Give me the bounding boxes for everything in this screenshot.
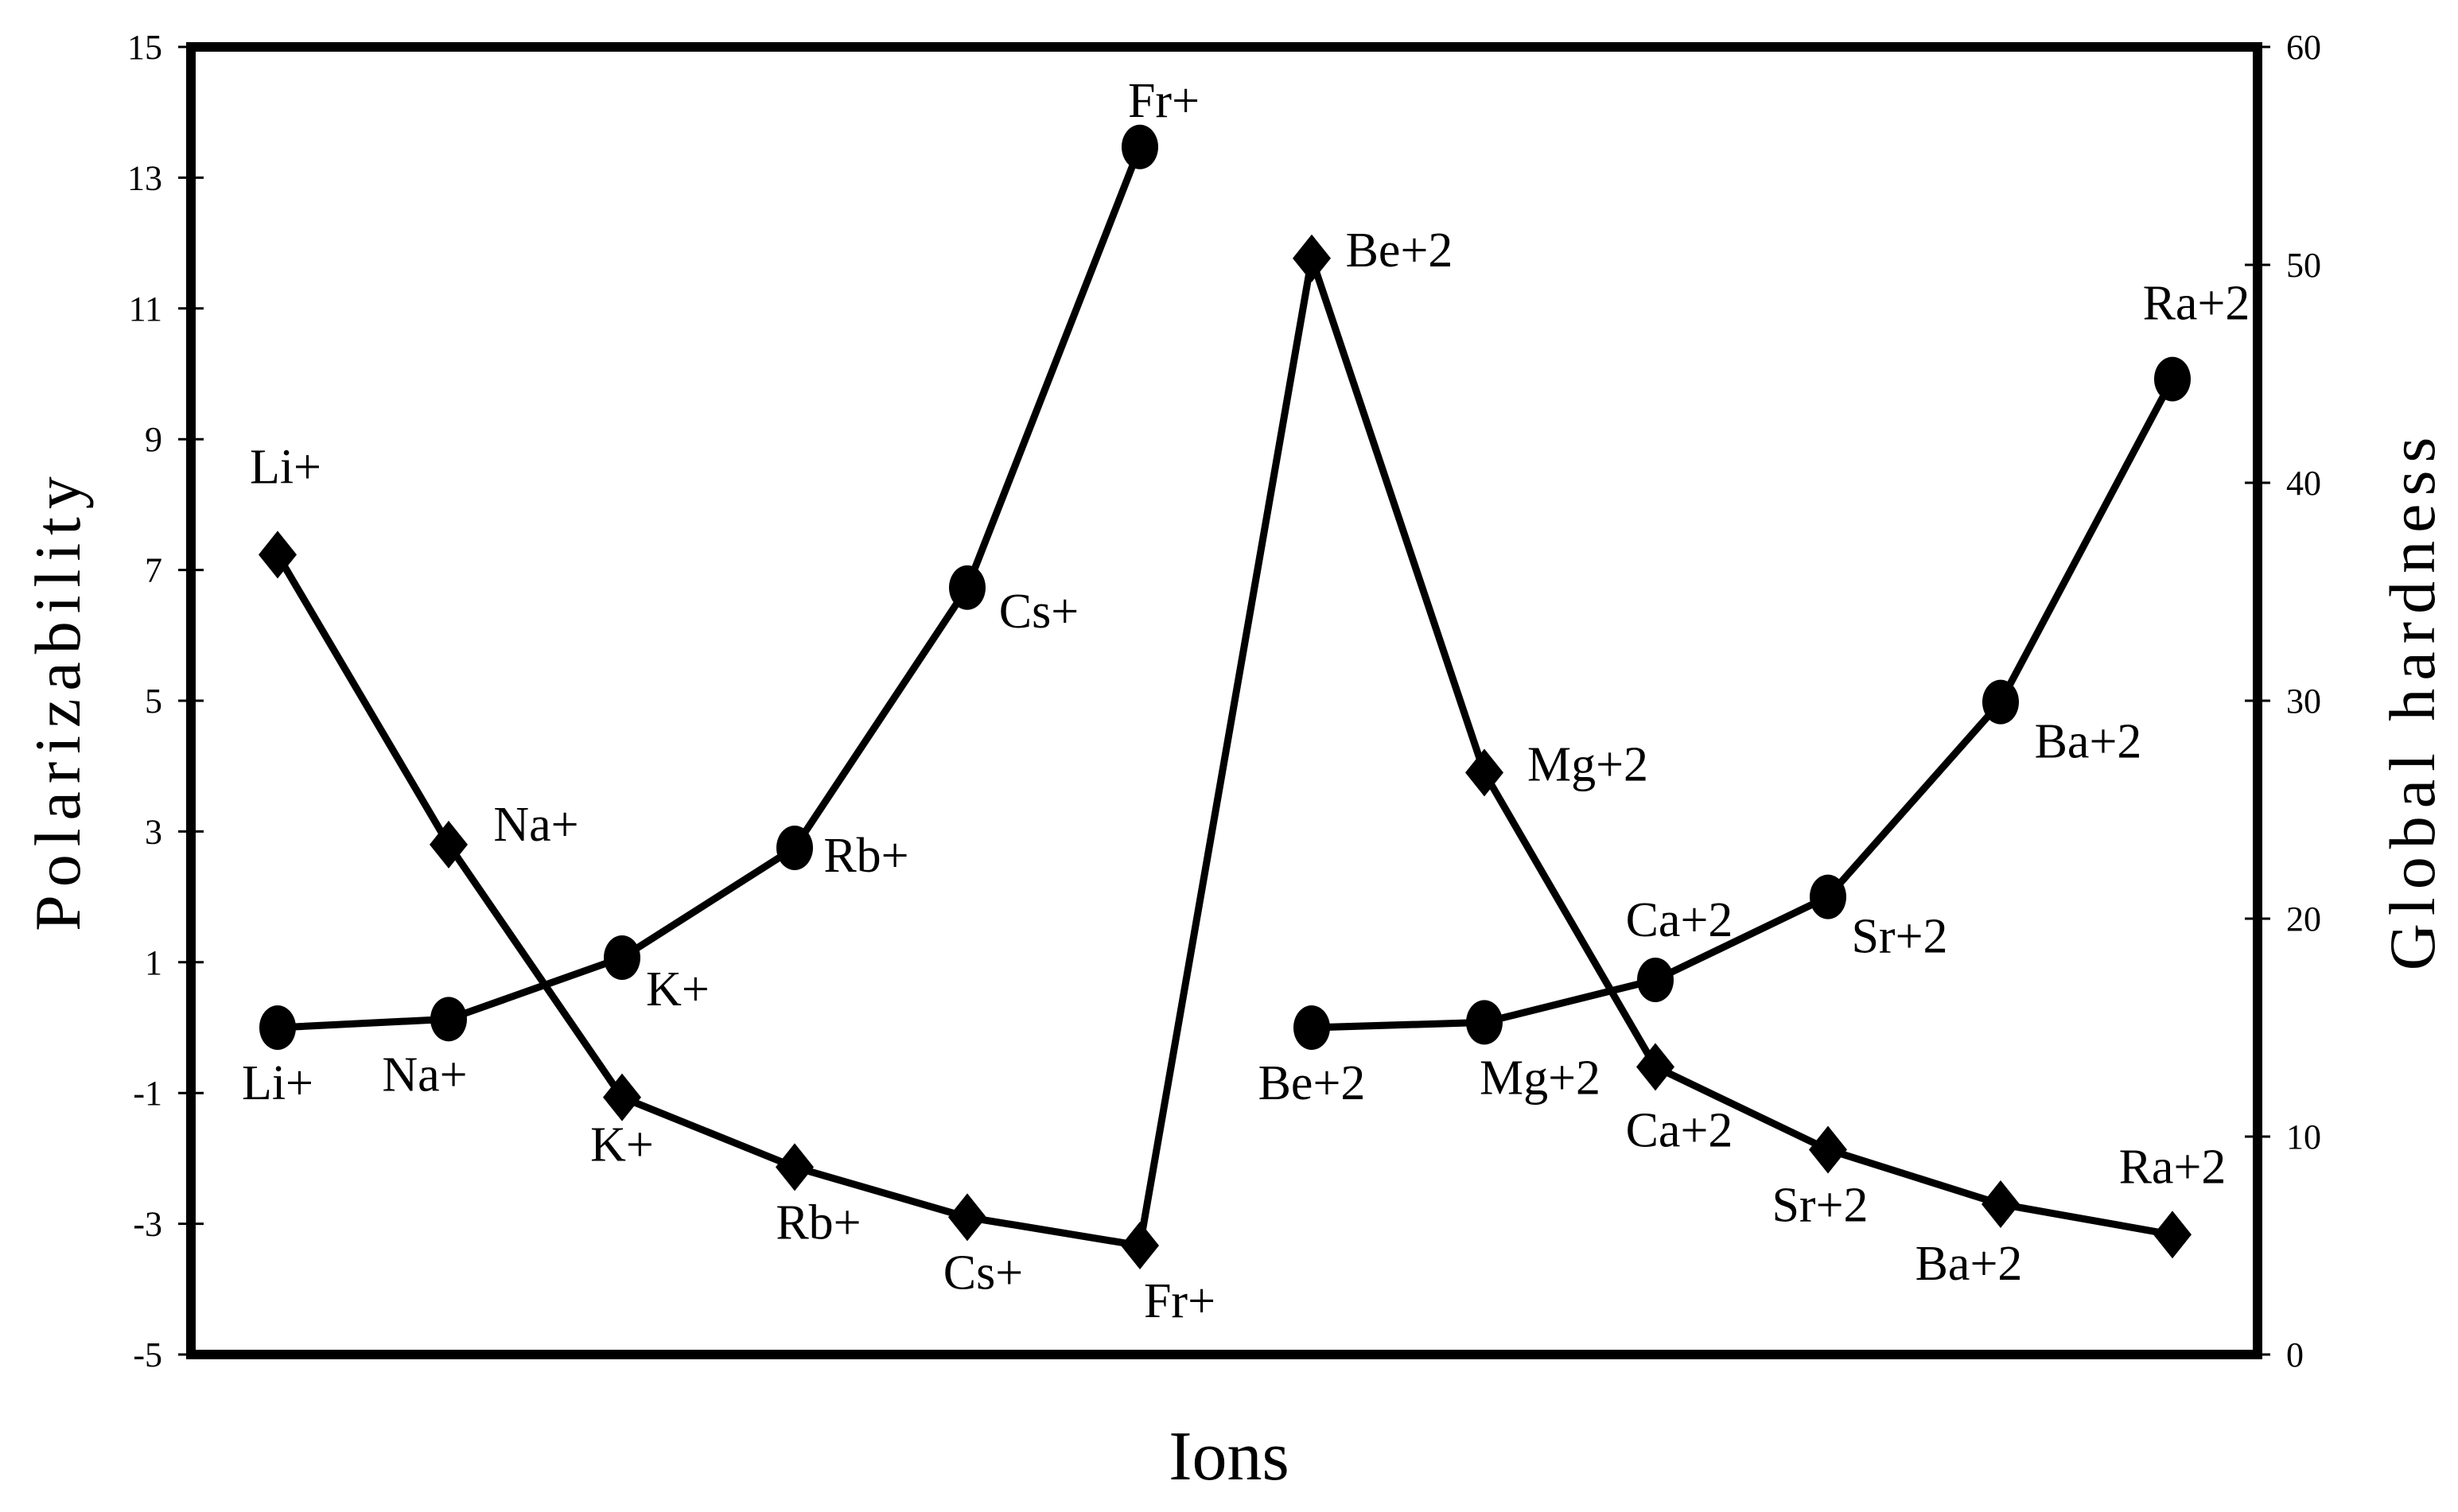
series-lines [274, 146, 2176, 1250]
point-label: Sr+2 [1772, 1178, 1868, 1232]
left-tick-label: 5 [145, 682, 162, 721]
circle-marker-icon [949, 565, 986, 610]
diamond-marker-icon [1465, 748, 1503, 797]
point-label: K+ [646, 962, 710, 1016]
left-axis-ticks: 15 13 11 9 7 5 3 1 -1 -3 -5 [127, 28, 204, 1374]
right-tick-label: 0 [2286, 1335, 2304, 1374]
left-tick-label: 7 [145, 551, 162, 590]
diamond-marker-icon [603, 1073, 641, 1121]
diamond-marker-icon [1636, 1043, 1674, 1091]
point-label: Mg+2 [1527, 737, 1648, 791]
point-label: Na+ [382, 1048, 467, 1102]
left-tick-label: -3 [133, 1205, 162, 1244]
left-tick-label: 3 [145, 812, 162, 851]
right-tick-label: 60 [2286, 28, 2321, 67]
right-tick-label: 40 [2286, 464, 2321, 503]
left-tick-label: 1 [145, 943, 162, 982]
point-label: Na+ [493, 798, 578, 852]
point-label: Ba+2 [2035, 715, 2142, 769]
diamond-marker-icon [1809, 1125, 1847, 1174]
point-label: Cs+ [943, 1246, 1023, 1300]
point-label: Ba+2 [1915, 1237, 2023, 1291]
diamond-marker-icon [1121, 1222, 1159, 1269]
point-label: Fr+ [1128, 74, 1200, 128]
point-label: Ca+2 [1626, 893, 1733, 947]
circle-marker-icon [604, 935, 640, 981]
point-label: Rb+ [823, 829, 908, 883]
right-tick-label: 10 [2286, 1117, 2321, 1156]
circle-marker-icon [1637, 957, 1674, 1002]
circle-marker-icon [1466, 1000, 1503, 1045]
point-label: Rb+ [776, 1195, 861, 1250]
polarizability-line [277, 146, 1144, 1032]
diamond-marker-icon [2153, 1211, 2192, 1259]
diamond-marker-icon [776, 1143, 814, 1191]
left-axis-title: Polarizability [21, 468, 94, 931]
circle-marker-icon [2154, 356, 2191, 402]
circle-marker-icon [259, 1005, 296, 1050]
point-label: Li+ [250, 440, 321, 494]
left-tick-label: 11 [129, 290, 162, 328]
point-label: Fr+ [1144, 1274, 1215, 1328]
right-axis-title: Global hardness [2376, 430, 2448, 971]
point-label: Li+ [242, 1056, 313, 1110]
circle-marker-icon [430, 997, 467, 1042]
point-label: K+ [590, 1118, 654, 1172]
diamond-marker-icon [1982, 1180, 2020, 1228]
series-markers [259, 124, 2192, 1269]
plot-frame [186, 42, 2262, 1359]
plot-border [186, 42, 2262, 1359]
point-label: Ca+2 [1626, 1103, 1733, 1157]
right-tick-label: 20 [2286, 900, 2321, 939]
point-label: Be+2 [1258, 1056, 1366, 1110]
diamond-marker-icon [948, 1193, 986, 1242]
polarizability-line [1311, 377, 2176, 1032]
point-label: Cs+ [999, 585, 1079, 639]
left-tick-label: 9 [145, 420, 162, 459]
point-label: Ra+2 [2119, 1140, 2227, 1194]
point-label: Ra+2 [2143, 277, 2250, 331]
left-tick-label: 15 [127, 28, 162, 67]
circle-marker-icon [776, 825, 813, 870]
left-tick-label: -5 [133, 1335, 162, 1374]
global-hardness-line [274, 255, 2173, 1250]
point-labels: Li+ Na+ K+ Rb+ Cs+ Fr+ Be+2 Mg+2 Ca+2 Sr+2 Ba+2 Ra+… [242, 74, 2250, 1328]
right-axis-ticks: 60 50 40 30 20 10 0 [2245, 28, 2321, 1374]
diamond-marker-icon [1293, 234, 1331, 282]
x-axis-title: Ions [1169, 1418, 1289, 1495]
point-label: Sr+2 [1851, 910, 1947, 964]
point-label: Be+2 [1346, 223, 1453, 278]
diamond-marker-icon [259, 531, 297, 579]
right-tick-label: 50 [2286, 246, 2321, 285]
circle-marker-icon [1810, 874, 1846, 919]
circle-marker-icon [1982, 679, 2019, 725]
left-tick-label: 13 [127, 158, 162, 197]
diamond-marker-icon [430, 820, 468, 869]
right-tick-label: 30 [2286, 682, 2321, 721]
circle-marker-icon [1122, 124, 1158, 169]
point-label: Mg+2 [1480, 1051, 1600, 1105]
left-tick-label: -1 [133, 1074, 162, 1113]
circle-marker-icon [1293, 1005, 1330, 1050]
